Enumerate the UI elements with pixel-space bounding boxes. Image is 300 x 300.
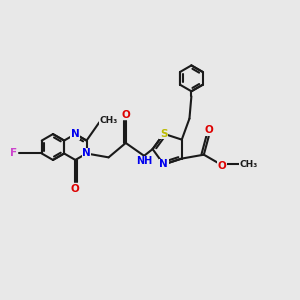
Text: O: O (204, 125, 213, 135)
Text: F: F (10, 148, 17, 158)
Text: O: O (218, 161, 226, 171)
Text: N: N (71, 129, 80, 139)
Text: O: O (71, 184, 80, 194)
Text: N: N (159, 159, 168, 170)
Text: NH: NH (136, 156, 152, 166)
Text: S: S (160, 129, 167, 139)
Text: O: O (122, 110, 130, 120)
Text: N: N (82, 148, 91, 158)
Text: CH₃: CH₃ (240, 160, 258, 169)
Text: CH₃: CH₃ (99, 116, 118, 125)
